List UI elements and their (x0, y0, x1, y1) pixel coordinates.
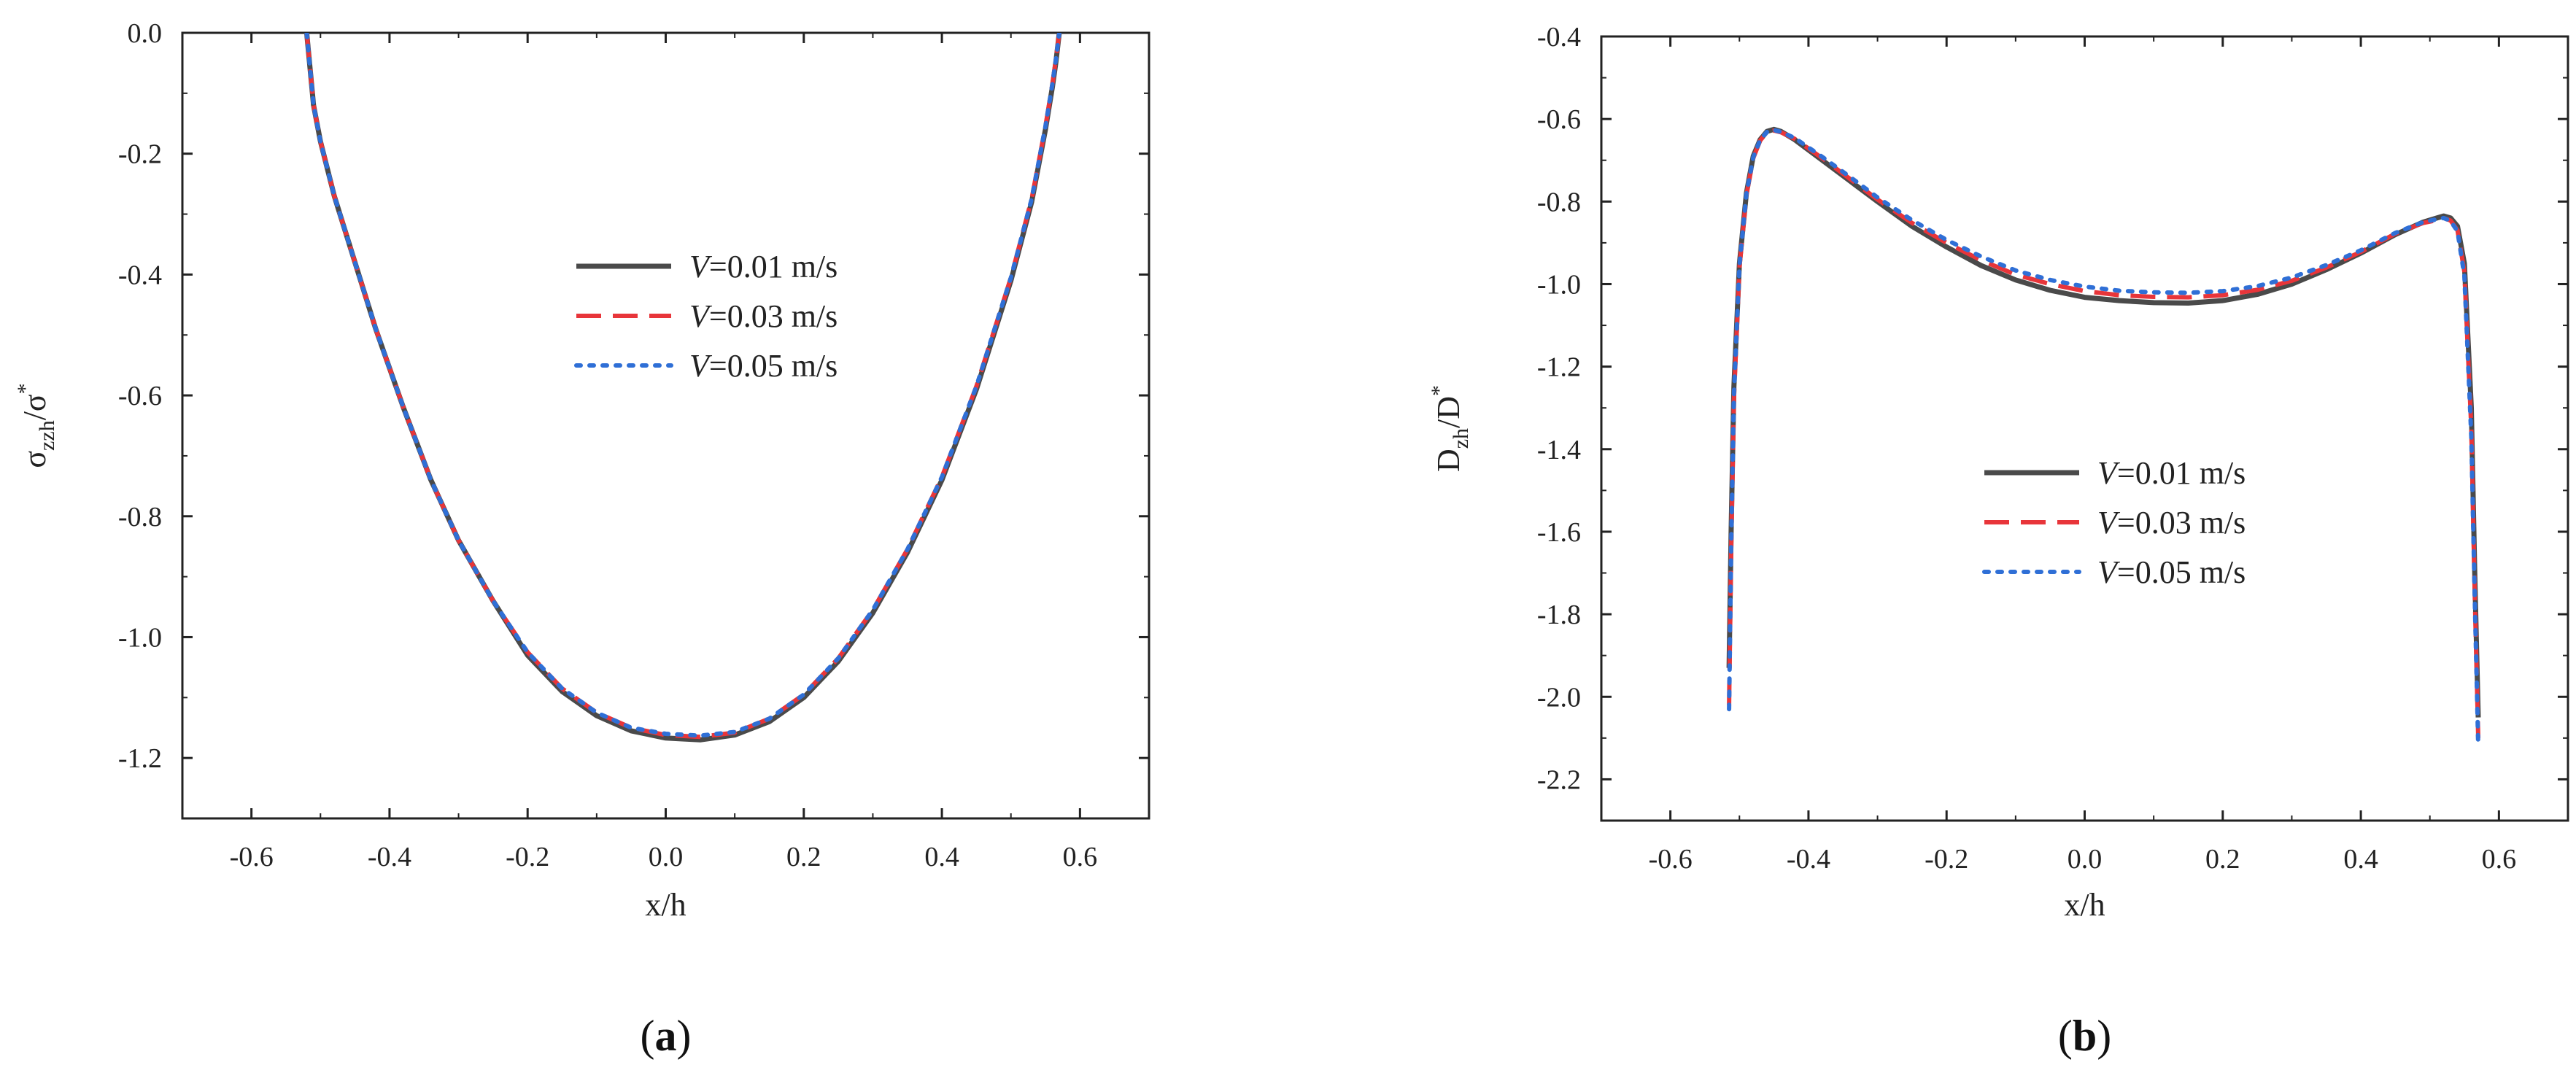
legend-label-rest: =0.05 m/s (709, 348, 838, 384)
y-title-base: σ (17, 451, 53, 468)
y-title-sub: zh (1449, 428, 1473, 449)
panel-label-open: ( (2058, 1012, 2073, 1060)
y-title-sup: * (1427, 385, 1451, 396)
chart-panel-a: -0.6 -0.4 -0.2 0.0 0.2 0.4 0.6 0.0 -0.2 -0.4 -0.6 -… (13, 18, 1150, 1060)
series-line-3 (1727, 128, 2480, 749)
y-title-mid: /D (1431, 396, 1466, 428)
y-tick-label: 0.0 (128, 18, 163, 49)
x-tick-label: 0.0 (2068, 844, 2103, 875)
chart-panel-b: -0.6 -0.4 -0.2 0.0 0.2 0.4 0.6 -0.4 -0.6 -0.8 -1.0… (1427, 22, 2569, 1060)
x-tick-label: 0.6 (1063, 842, 1098, 872)
series-line-3 (304, 33, 1061, 738)
legend-label-italic: V (689, 348, 713, 384)
legend-label-2: V=0.03 m/s (689, 298, 838, 334)
y-tick-label: -0.8 (1537, 187, 1581, 217)
panel-label-close: ) (677, 1012, 692, 1060)
x-tick-label: -0.6 (230, 842, 274, 872)
y-tick-label: -1.8 (1537, 600, 1581, 630)
panel-label: (b) (2058, 1012, 2111, 1060)
y-tick-label: -2.2 (1537, 764, 1581, 795)
plot-frame (1600, 35, 2569, 822)
panel-label: (a) (641, 1012, 692, 1060)
y-tick-label: -0.4 (1537, 22, 1581, 53)
x-tick-label: -0.6 (1649, 844, 1693, 875)
y-title-sup: * (13, 383, 37, 394)
y-tick-label: -1.0 (118, 622, 162, 653)
legend-label-1: V=0.01 m/s (2097, 455, 2246, 491)
legend-label-rest: =0.01 m/s (709, 249, 838, 284)
y-tick-label: -1.6 (1537, 517, 1581, 548)
x-tick-label: 0.4 (2343, 844, 2378, 875)
series-line-2 (1727, 128, 2480, 738)
legend-label-italic: V (2097, 505, 2121, 540)
x-tick-label: -0.2 (506, 842, 549, 872)
y-title-sub: zzh (35, 420, 59, 451)
y-axis-title: σzzh/σ* (13, 383, 59, 468)
x-tick-label: -0.2 (1925, 844, 1968, 875)
legend-label-2: V=0.03 m/s (2097, 505, 2246, 540)
legend: V=0.01 m/sV=0.03 m/sV=0.05 m/s (1982, 455, 2246, 590)
y-tick-label: -0.4 (118, 260, 162, 290)
legend: V=0.01 m/sV=0.03 m/sV=0.05 m/s (574, 249, 838, 384)
x-tick-label: 0.2 (2205, 844, 2240, 875)
x-axis-title: x/h (645, 887, 686, 923)
series-line-1 (303, 33, 1062, 743)
legend-label-rest: =0.01 m/s (2117, 455, 2246, 491)
panel-label-open: ( (641, 1012, 655, 1060)
panel-label-letter: b (2073, 1012, 2097, 1060)
legend-label-3: V=0.05 m/s (689, 348, 838, 384)
series-line-1 (1726, 126, 2481, 718)
y-axis-title: Dzh/D* (1427, 385, 1473, 472)
y-tick-label: -2.0 (1537, 682, 1581, 713)
x-tick-label: -0.4 (1787, 844, 1830, 875)
y-tick-label: -1.2 (118, 743, 162, 774)
plot-frame (181, 31, 1150, 820)
legend-label-3: V=0.05 m/s (2097, 554, 2246, 590)
legend-label-1: V=0.01 m/s (689, 249, 838, 284)
panel-label-letter: a (655, 1012, 677, 1060)
x-tick-label: 0.4 (924, 842, 959, 872)
legend-label-rest: =0.05 m/s (2117, 554, 2246, 590)
y-title-base: D (1431, 449, 1466, 472)
legend-label-rest: =0.03 m/s (709, 298, 838, 334)
legend-label-italic: V (689, 298, 713, 334)
legend-label-italic: V (2097, 455, 2121, 491)
x-tick-label: -0.4 (368, 842, 411, 872)
x-axis-title: x/h (2064, 887, 2105, 923)
y-tick-label: -1.2 (1537, 352, 1581, 383)
series-line-2 (304, 33, 1061, 740)
y-title-mid: /σ (17, 394, 53, 420)
y-tick-label: -1.4 (1537, 435, 1581, 465)
x-tick-label: 0.2 (786, 842, 821, 872)
panel-label-close: ) (2097, 1012, 2111, 1060)
y-tick-label: -0.8 (118, 502, 162, 532)
legend-label-rest: =0.03 m/s (2117, 505, 2246, 540)
y-tick-label: -0.6 (118, 381, 162, 411)
y-tick-label: -0.6 (1537, 104, 1581, 135)
x-tick-label: 0.6 (2482, 844, 2517, 875)
x-tick-label: 0.0 (649, 842, 684, 872)
y-tick-label: -0.2 (118, 139, 162, 170)
legend-label-italic: V (2097, 554, 2121, 590)
y-tick-label: -1.0 (1537, 269, 1581, 300)
legend-label-italic: V (689, 249, 713, 284)
